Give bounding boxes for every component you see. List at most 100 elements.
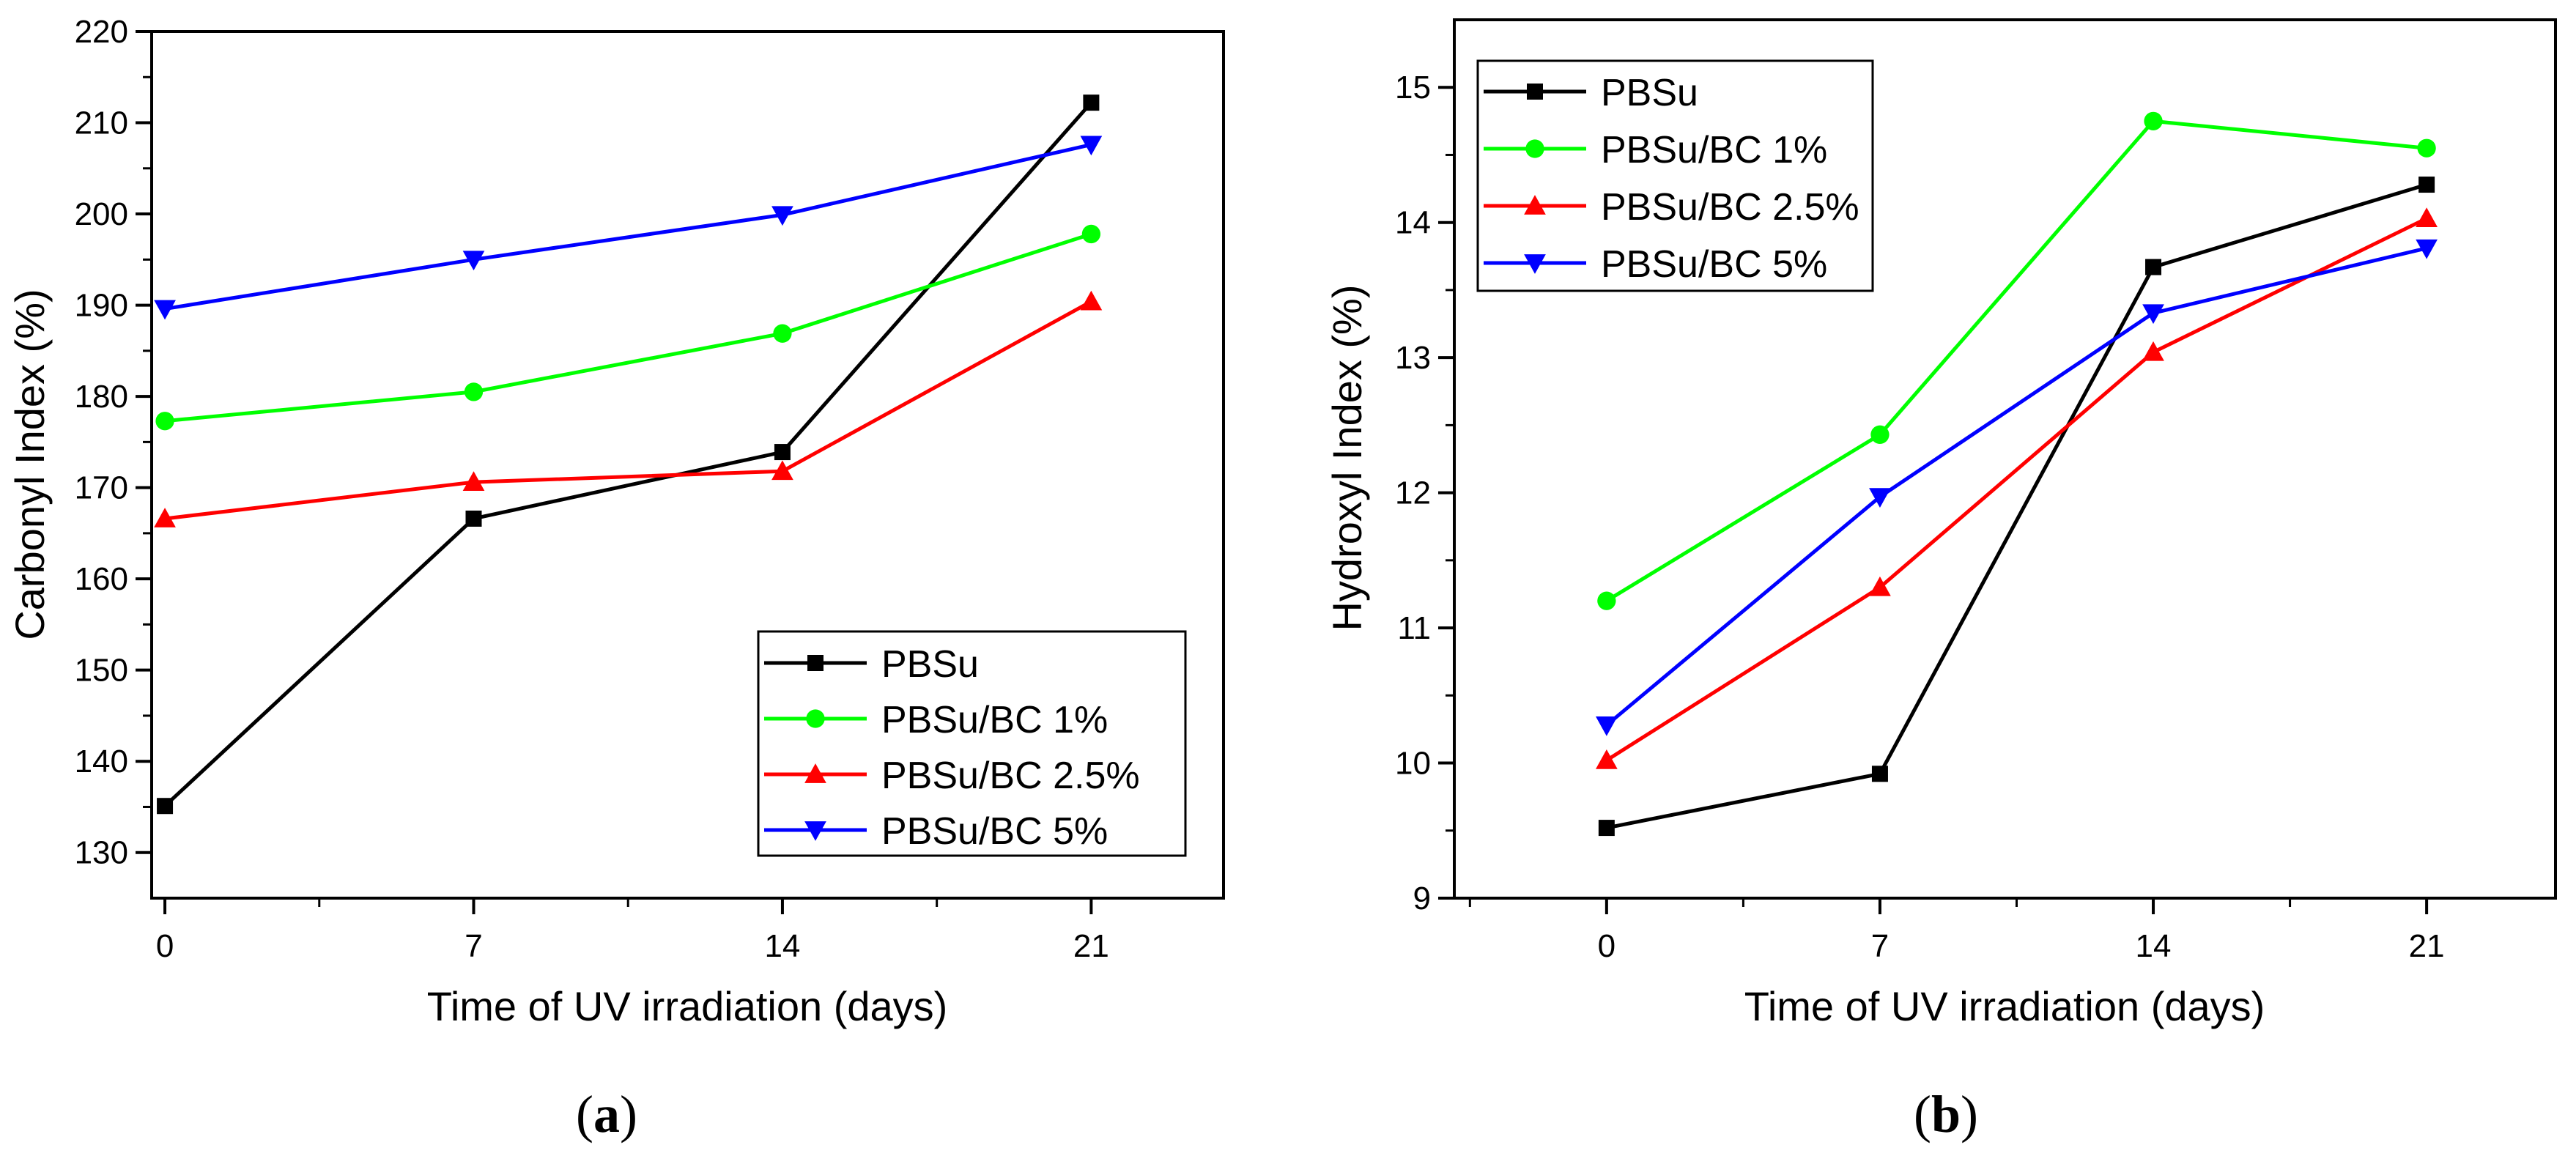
legend-label: PBSu xyxy=(881,643,979,686)
panel-b-legend-items: PBSu PBSu/BC 1% PBSu/BC 2.5% PBSu/BC 5% xyxy=(1484,72,1859,286)
y-tick-label: 190 xyxy=(75,288,128,324)
series-line-pbsu-bc-5 xyxy=(1605,246,2427,727)
series-pbsu xyxy=(157,95,1100,815)
legend-marker xyxy=(1524,254,1546,274)
panel-a-plot-frame xyxy=(150,30,1225,900)
y-tick-label: 200 xyxy=(75,196,128,232)
panel-b-legend: PBSu PBSu/BC 1% PBSu/BC 2.5% PBSu/BC 5% xyxy=(1476,59,1874,292)
panel-a-x-axis-label: Time of UV irradiation (days) xyxy=(427,983,948,1029)
x-tick-label: 0 xyxy=(1598,928,1615,964)
data-point-pbsu-bc-2-5 xyxy=(462,471,485,492)
panel-b-ticks: 0 7 14 21 9 10 11 12 13 14 15 xyxy=(1395,70,2445,964)
y-tick-label: 9 xyxy=(1413,881,1431,916)
data-point-pbsu-bc-1 xyxy=(1597,591,1616,610)
data-point-pbsu-bc-1 xyxy=(155,412,174,431)
data-point-pbsu-bc-2-5 xyxy=(1080,290,1103,311)
y-tick-label: 140 xyxy=(75,744,128,779)
legend-label: PBSu xyxy=(1601,72,1698,114)
legend-label: PBSu/BC 2.5% xyxy=(881,755,1140,797)
panel-b-label-letter: b xyxy=(1931,1085,1961,1144)
legend-marker xyxy=(1527,84,1543,100)
x-tick-label: 7 xyxy=(1871,928,1889,964)
legend-marker xyxy=(1524,195,1546,215)
y-tick-label: 11 xyxy=(1397,610,1431,646)
legend-label: PBSu/BC 5% xyxy=(881,810,1108,853)
panel-b-x-axis-label: Time of UV irradiation (days) xyxy=(1744,983,2265,1029)
series-line-pbsu-bc-2-5 xyxy=(1605,216,2428,762)
legend-marker xyxy=(804,821,826,841)
data-point-pbsu-bc-5 xyxy=(2416,239,2438,259)
panel-b-legend-box xyxy=(1476,59,1874,292)
legend-label: PBSu/BC 1% xyxy=(1601,129,1827,171)
data-point-pbsu-bc-2-5 xyxy=(1596,749,1618,769)
data-point-pbsu xyxy=(2418,177,2435,193)
legend-marker xyxy=(806,709,825,728)
data-point-pbsu-bc-1 xyxy=(2417,138,2436,158)
series-pbsu-bc-1 xyxy=(155,224,1101,431)
series-pbsu-bc-1 xyxy=(1597,111,2436,610)
data-point-pbsu-bc-2-5 xyxy=(771,460,793,481)
legend-marker xyxy=(807,655,823,671)
y-tick-label: 13 xyxy=(1395,340,1431,376)
y-tick-label: 180 xyxy=(75,379,128,415)
y-tick-label: 130 xyxy=(75,835,128,871)
legend-label: PBSu/BC 2.5% xyxy=(1601,186,1859,229)
panel-a-legend-box xyxy=(757,630,1187,857)
x-tick-label: 7 xyxy=(465,928,482,964)
panel-a-ticks: 0 7 14 21 130 140 150 160 170 180 190 200 210 220 xyxy=(75,14,1109,964)
legend-label: PBSu/BC 1% xyxy=(881,699,1108,741)
data-point-pbsu xyxy=(774,444,791,461)
legend-marker xyxy=(804,763,826,783)
data-point-pbsu xyxy=(1871,766,1888,782)
data-point-pbsu-bc-2-5 xyxy=(154,508,176,527)
data-point-pbsu-bc-1 xyxy=(464,382,484,401)
data-point-pbsu xyxy=(1083,95,1100,111)
series-line-pbsu-bc-2-5 xyxy=(164,300,1092,521)
y-tick-label: 10 xyxy=(1395,746,1431,782)
legend-label: PBSu/BC 5% xyxy=(1601,243,1827,286)
data-point-pbsu-bc-1 xyxy=(2144,111,2163,130)
data-point-pbsu-bc-5 xyxy=(2142,304,2164,325)
x-tick-label: 0 xyxy=(156,928,174,964)
y-tick-label: 220 xyxy=(75,14,128,50)
series-line-pbsu xyxy=(1606,182,2427,830)
panel-a-chart: 0 7 14 21 130 140 150 160 170 180 190 200 210 220 Car… xyxy=(7,14,1225,1144)
y-tick-label: 12 xyxy=(1395,475,1431,511)
series-line-pbsu-bc-1 xyxy=(1605,119,2427,603)
legend-marker xyxy=(1525,139,1544,158)
data-point-pbsu-bc-2-5 xyxy=(1869,576,1891,596)
data-point-pbsu-bc-5 xyxy=(154,300,176,320)
x-tick-label: 14 xyxy=(764,928,800,964)
x-tick-label: 21 xyxy=(2409,928,2445,964)
data-point-pbsu xyxy=(2145,259,2162,275)
y-tick-label: 14 xyxy=(1395,205,1431,241)
series-line-pbsu xyxy=(163,101,1093,808)
x-tick-label: 14 xyxy=(2136,928,2172,964)
panel-b-y-axis-label: Hydroxyl Index (%) xyxy=(1324,284,1370,631)
panel-a-y-axis-label: Carbonyl Index (%) xyxy=(7,289,53,640)
y-tick-label: 160 xyxy=(75,561,128,597)
y-tick-label: 150 xyxy=(75,653,128,689)
panel-b-series-group xyxy=(1596,111,2438,837)
data-point-pbsu-bc-5 xyxy=(1869,488,1891,508)
data-point-pbsu-bc-2-5 xyxy=(2416,207,2438,228)
data-point-pbsu xyxy=(1598,820,1615,837)
data-point-pbsu-bc-5 xyxy=(1080,136,1103,156)
y-tick-label: 210 xyxy=(75,105,128,141)
data-point-pbsu xyxy=(465,510,482,527)
series-pbsu-bc-5 xyxy=(1596,239,2438,736)
x-tick-label: 21 xyxy=(1073,928,1109,964)
data-point-pbsu-bc-5 xyxy=(771,206,793,226)
data-point-pbsu-bc-1 xyxy=(773,324,792,343)
data-point-pbsu-bc-1 xyxy=(1870,425,1890,444)
series-pbsu xyxy=(1598,177,2435,837)
data-point-pbsu-bc-1 xyxy=(1081,224,1101,244)
panel-b-plot-frame xyxy=(1453,18,2557,900)
data-point-pbsu-bc-5 xyxy=(462,251,485,271)
data-point-pbsu xyxy=(157,798,174,815)
panel-a-series-group xyxy=(154,95,1103,815)
panel-a-legend: PBSu PBSu/BC 1% PBSu/BC 2.5% PBSu/BC 5% xyxy=(757,630,1187,857)
y-tick-label: 170 xyxy=(75,470,128,506)
series-pbsu-bc-2-5 xyxy=(154,290,1103,527)
